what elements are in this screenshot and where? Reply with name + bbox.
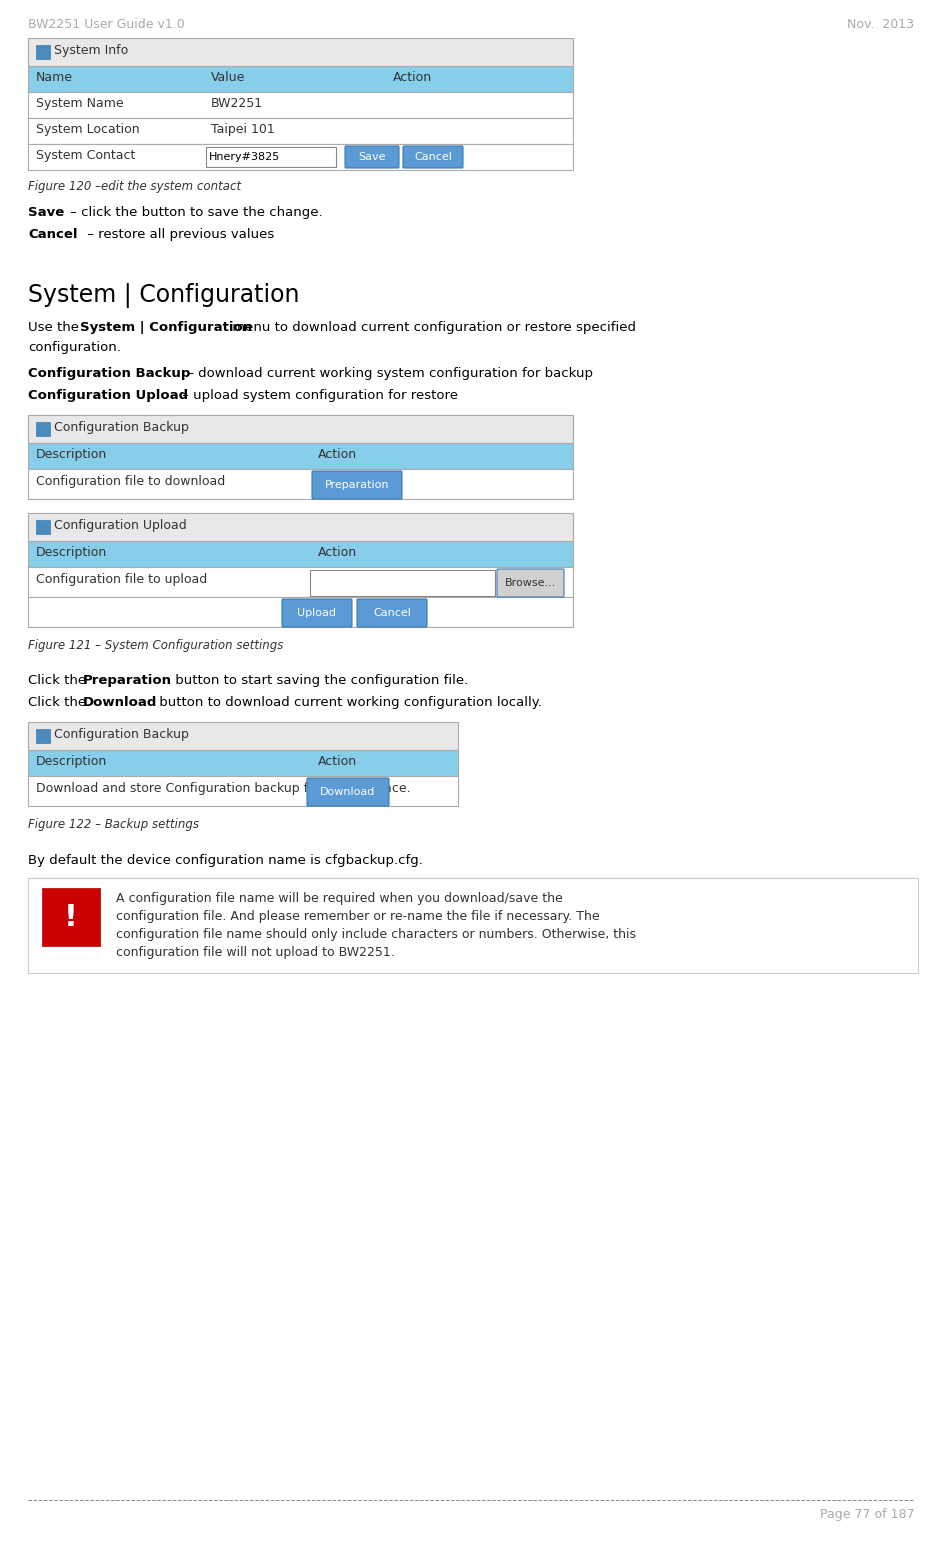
Text: Preparation: Preparation — [83, 674, 172, 688]
Bar — [28, 722, 458, 749]
Bar — [28, 776, 458, 806]
Text: Configuration Backup: Configuration Backup — [54, 728, 189, 742]
Text: Save: Save — [358, 153, 386, 162]
Text: Preparation: Preparation — [325, 480, 389, 490]
Text: !: ! — [64, 902, 78, 931]
Text: Action: Action — [318, 756, 357, 768]
Bar — [36, 520, 50, 534]
Text: Save: Save — [28, 207, 64, 219]
Text: Description: Description — [36, 546, 107, 560]
Text: Hnery#3825: Hnery#3825 — [209, 153, 281, 162]
Text: configuration file. And please remember or re-name the file if necessary. The: configuration file. And please remember … — [116, 910, 600, 924]
Text: Use the: Use the — [28, 321, 83, 335]
Text: menu to download current configuration or restore specified: menu to download current configuration o… — [228, 321, 636, 335]
Text: Cancel: Cancel — [28, 228, 77, 241]
Bar — [28, 143, 573, 170]
Text: Cancel: Cancel — [373, 608, 411, 618]
Text: Configuration Upload: Configuration Upload — [28, 389, 188, 402]
Text: button to download current working configuration locally.: button to download current working confi… — [155, 695, 542, 709]
Text: Download and store Configuration backup file in safe place.: Download and store Configuration backup … — [36, 782, 411, 796]
Text: Action: Action — [318, 546, 357, 560]
Bar — [28, 93, 573, 119]
Text: Figure 121 – System Configuration settings: Figure 121 – System Configuration settin… — [28, 638, 284, 652]
Text: By default the device configuration name is cfgbackup.cfg.: By default the device configuration name… — [28, 854, 423, 867]
Text: – click the button to save the change.: – click the button to save the change. — [66, 207, 322, 219]
Text: Nov.  2013: Nov. 2013 — [847, 19, 914, 31]
Bar — [28, 415, 573, 443]
Text: Action: Action — [393, 71, 432, 83]
Bar — [28, 513, 573, 541]
Text: BW2251 User Guide v1.0: BW2251 User Guide v1.0 — [28, 19, 185, 31]
Text: Configuration Backup: Configuration Backup — [54, 421, 189, 433]
Text: – download current working system configuration for backup: – download current working system config… — [183, 367, 593, 379]
Text: Action: Action — [318, 449, 357, 461]
Text: configuration file name should only include characters or numbers. Otherwise, th: configuration file name should only incl… — [116, 928, 636, 941]
Bar — [36, 423, 50, 436]
Bar — [28, 749, 458, 776]
FancyBboxPatch shape — [307, 779, 389, 806]
Bar — [42, 888, 100, 945]
Text: System Info: System Info — [54, 45, 128, 57]
Bar — [28, 541, 573, 567]
Text: Configuration Backup: Configuration Backup — [28, 367, 190, 379]
Text: System | Configuration: System | Configuration — [28, 284, 300, 308]
Bar — [28, 443, 573, 469]
FancyBboxPatch shape — [345, 146, 399, 168]
Text: Configuration Upload: Configuration Upload — [54, 520, 187, 532]
Bar — [206, 146, 336, 167]
Text: configuration file will not upload to BW2251.: configuration file will not upload to BW… — [116, 945, 395, 959]
Bar — [28, 877, 918, 973]
Text: Description: Description — [36, 449, 107, 461]
Bar — [28, 39, 573, 66]
Text: configuration.: configuration. — [28, 341, 121, 355]
FancyBboxPatch shape — [312, 470, 402, 500]
Text: Value: Value — [211, 71, 245, 83]
Text: System Contact: System Contact — [36, 150, 136, 162]
Text: System | Configuration: System | Configuration — [80, 321, 252, 335]
Text: Name: Name — [36, 71, 73, 83]
Text: System Name: System Name — [36, 97, 123, 109]
Bar — [36, 45, 50, 59]
FancyBboxPatch shape — [403, 146, 463, 168]
Text: System Location: System Location — [36, 123, 139, 136]
Text: Description: Description — [36, 756, 107, 768]
Text: button to start saving the configuration file.: button to start saving the configuration… — [171, 674, 468, 688]
Text: Figure 120 –edit the system contact: Figure 120 –edit the system contact — [28, 180, 241, 193]
Bar — [28, 469, 573, 500]
Text: Download: Download — [320, 786, 376, 797]
Bar — [28, 66, 573, 93]
Text: BW2251: BW2251 — [211, 97, 263, 109]
Text: – upload system configuration for restore: – upload system configuration for restor… — [178, 389, 458, 402]
Text: Click the: Click the — [28, 674, 90, 688]
Bar — [310, 571, 495, 597]
Text: Page 77 of 187: Page 77 of 187 — [820, 1508, 914, 1520]
Text: Download: Download — [83, 695, 157, 709]
FancyBboxPatch shape — [357, 598, 427, 628]
Text: Figure 122 – Backup settings: Figure 122 – Backup settings — [28, 817, 199, 831]
Text: Configuration file to download: Configuration file to download — [36, 475, 225, 487]
Bar — [28, 119, 573, 143]
Text: Configuration file to upload: Configuration file to upload — [36, 574, 207, 586]
Text: Click the: Click the — [28, 695, 90, 709]
Text: Upload: Upload — [298, 608, 336, 618]
Bar — [28, 597, 573, 628]
Text: A configuration file name will be required when you download/save the: A configuration file name will be requir… — [116, 891, 562, 905]
FancyBboxPatch shape — [282, 598, 352, 628]
Bar — [36, 729, 50, 743]
Text: Taipei 101: Taipei 101 — [211, 123, 275, 136]
FancyBboxPatch shape — [497, 569, 564, 597]
Bar — [28, 567, 573, 597]
Text: Cancel: Cancel — [414, 153, 452, 162]
Text: – restore all previous values: – restore all previous values — [83, 228, 274, 241]
Text: Browse...: Browse... — [505, 578, 556, 588]
